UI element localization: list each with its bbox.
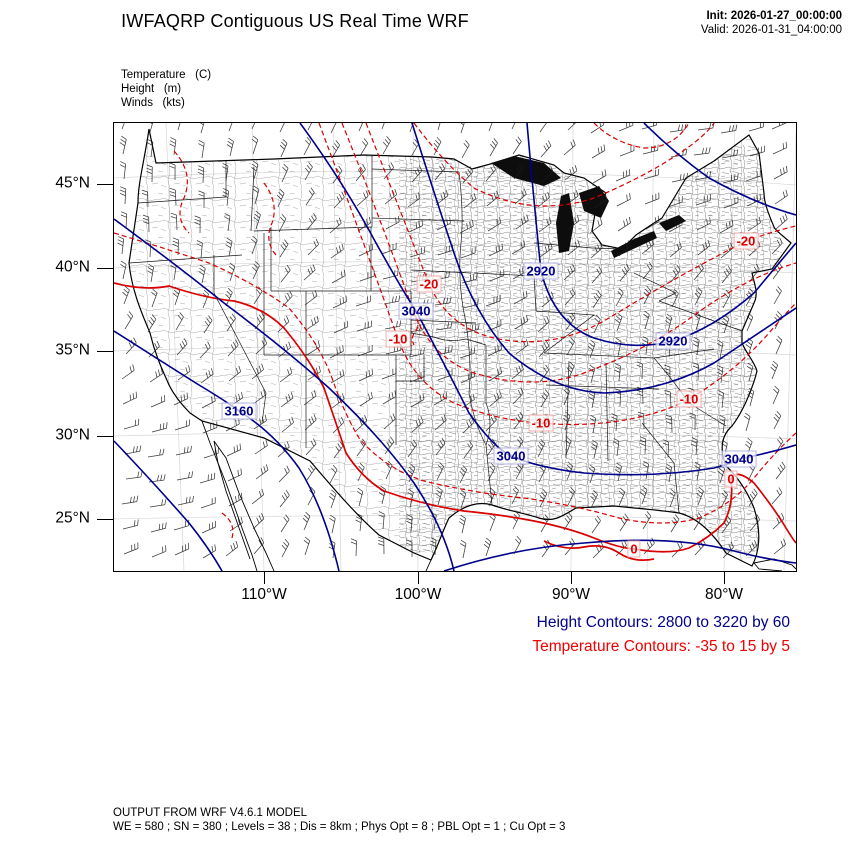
x-axis-tick <box>418 571 419 584</box>
x-axis-label: 110°W <box>241 586 287 603</box>
map-frame: 45°N 40°N 35°N 30°N 25°N 110°W 100°W 90°W 80°W 29… <box>55 122 797 603</box>
mexico-outline <box>201 420 796 571</box>
temperature-contour-caption: Temperature Contours: -35 to 15 by 5 <box>532 638 790 655</box>
great-lakes <box>491 156 686 258</box>
footer-config-line: WE = 580 ; SN = 380 ; Levels = 38 ; Dis … <box>113 821 566 833</box>
y-axis-tick <box>97 519 113 520</box>
temperature-contour-label: -10 <box>528 414 554 432</box>
y-axis-tick <box>97 184 113 185</box>
legend-line: Temperature (C) <box>121 69 212 81</box>
temperature-contour-label: 0 <box>627 540 641 558</box>
init-time: Init: 2026-01-27_00:00:00 <box>706 10 842 22</box>
x-axis-tick <box>264 571 265 584</box>
temperature-contour-label: -10 <box>385 330 411 348</box>
x-axis-label: 90°W <box>551 586 591 603</box>
height-contour-label: 3160 <box>221 402 257 420</box>
y-axis-tick <box>97 436 113 437</box>
footer-model-line: OUTPUT FROM WRF V4.6.1 MODEL <box>113 807 308 819</box>
valid-time: Valid: 2026-01-31_04:00:00 <box>700 24 842 36</box>
y-axis-label: 25°N <box>55 509 90 527</box>
x-axis-tick <box>724 571 725 584</box>
field-legend: Temperature (C) Height (m) Winds (kts) <box>121 68 211 110</box>
temperature-contour-label: -20 <box>733 232 759 250</box>
legend-line: Winds (kts) <box>121 97 185 109</box>
x-axis-tick <box>571 571 572 584</box>
temperature-contour-label: -20 <box>416 275 442 293</box>
y-axis-label: 40°N <box>55 258 90 276</box>
page-title: IWFAQRP Contiguous US Real Time WRF <box>121 11 469 31</box>
height-contour-label: 3040 <box>493 447 529 465</box>
x-axis-label: 80°W <box>704 586 744 603</box>
height-contour-label: 3040 <box>721 450 757 468</box>
temperature-contour-label: -10 <box>676 390 702 408</box>
model-footer: OUTPUT FROM WRF V4.6.1 MODEL WE = 580 ; … <box>113 806 565 834</box>
height-contour-label: 2920 <box>523 262 559 280</box>
y-axis-label: 30°N <box>55 426 90 444</box>
us-outline <box>128 128 792 567</box>
y-axis-label: 45°N <box>55 174 90 192</box>
height-contour-label: 3040 <box>398 302 434 320</box>
y-axis-tick <box>97 351 113 352</box>
temperature-contour-label: 0 <box>724 470 738 488</box>
y-axis-tick <box>97 268 113 269</box>
height-contour-label: 2920 <box>655 332 691 350</box>
height-contour-caption: Height Contours: 2800 to 3220 by 60 <box>536 614 790 631</box>
x-axis-label: 100°W <box>394 586 442 603</box>
y-axis-label: 35°N <box>55 341 90 359</box>
legend-line: Height (m) <box>121 83 182 95</box>
map-canvas <box>114 123 796 571</box>
